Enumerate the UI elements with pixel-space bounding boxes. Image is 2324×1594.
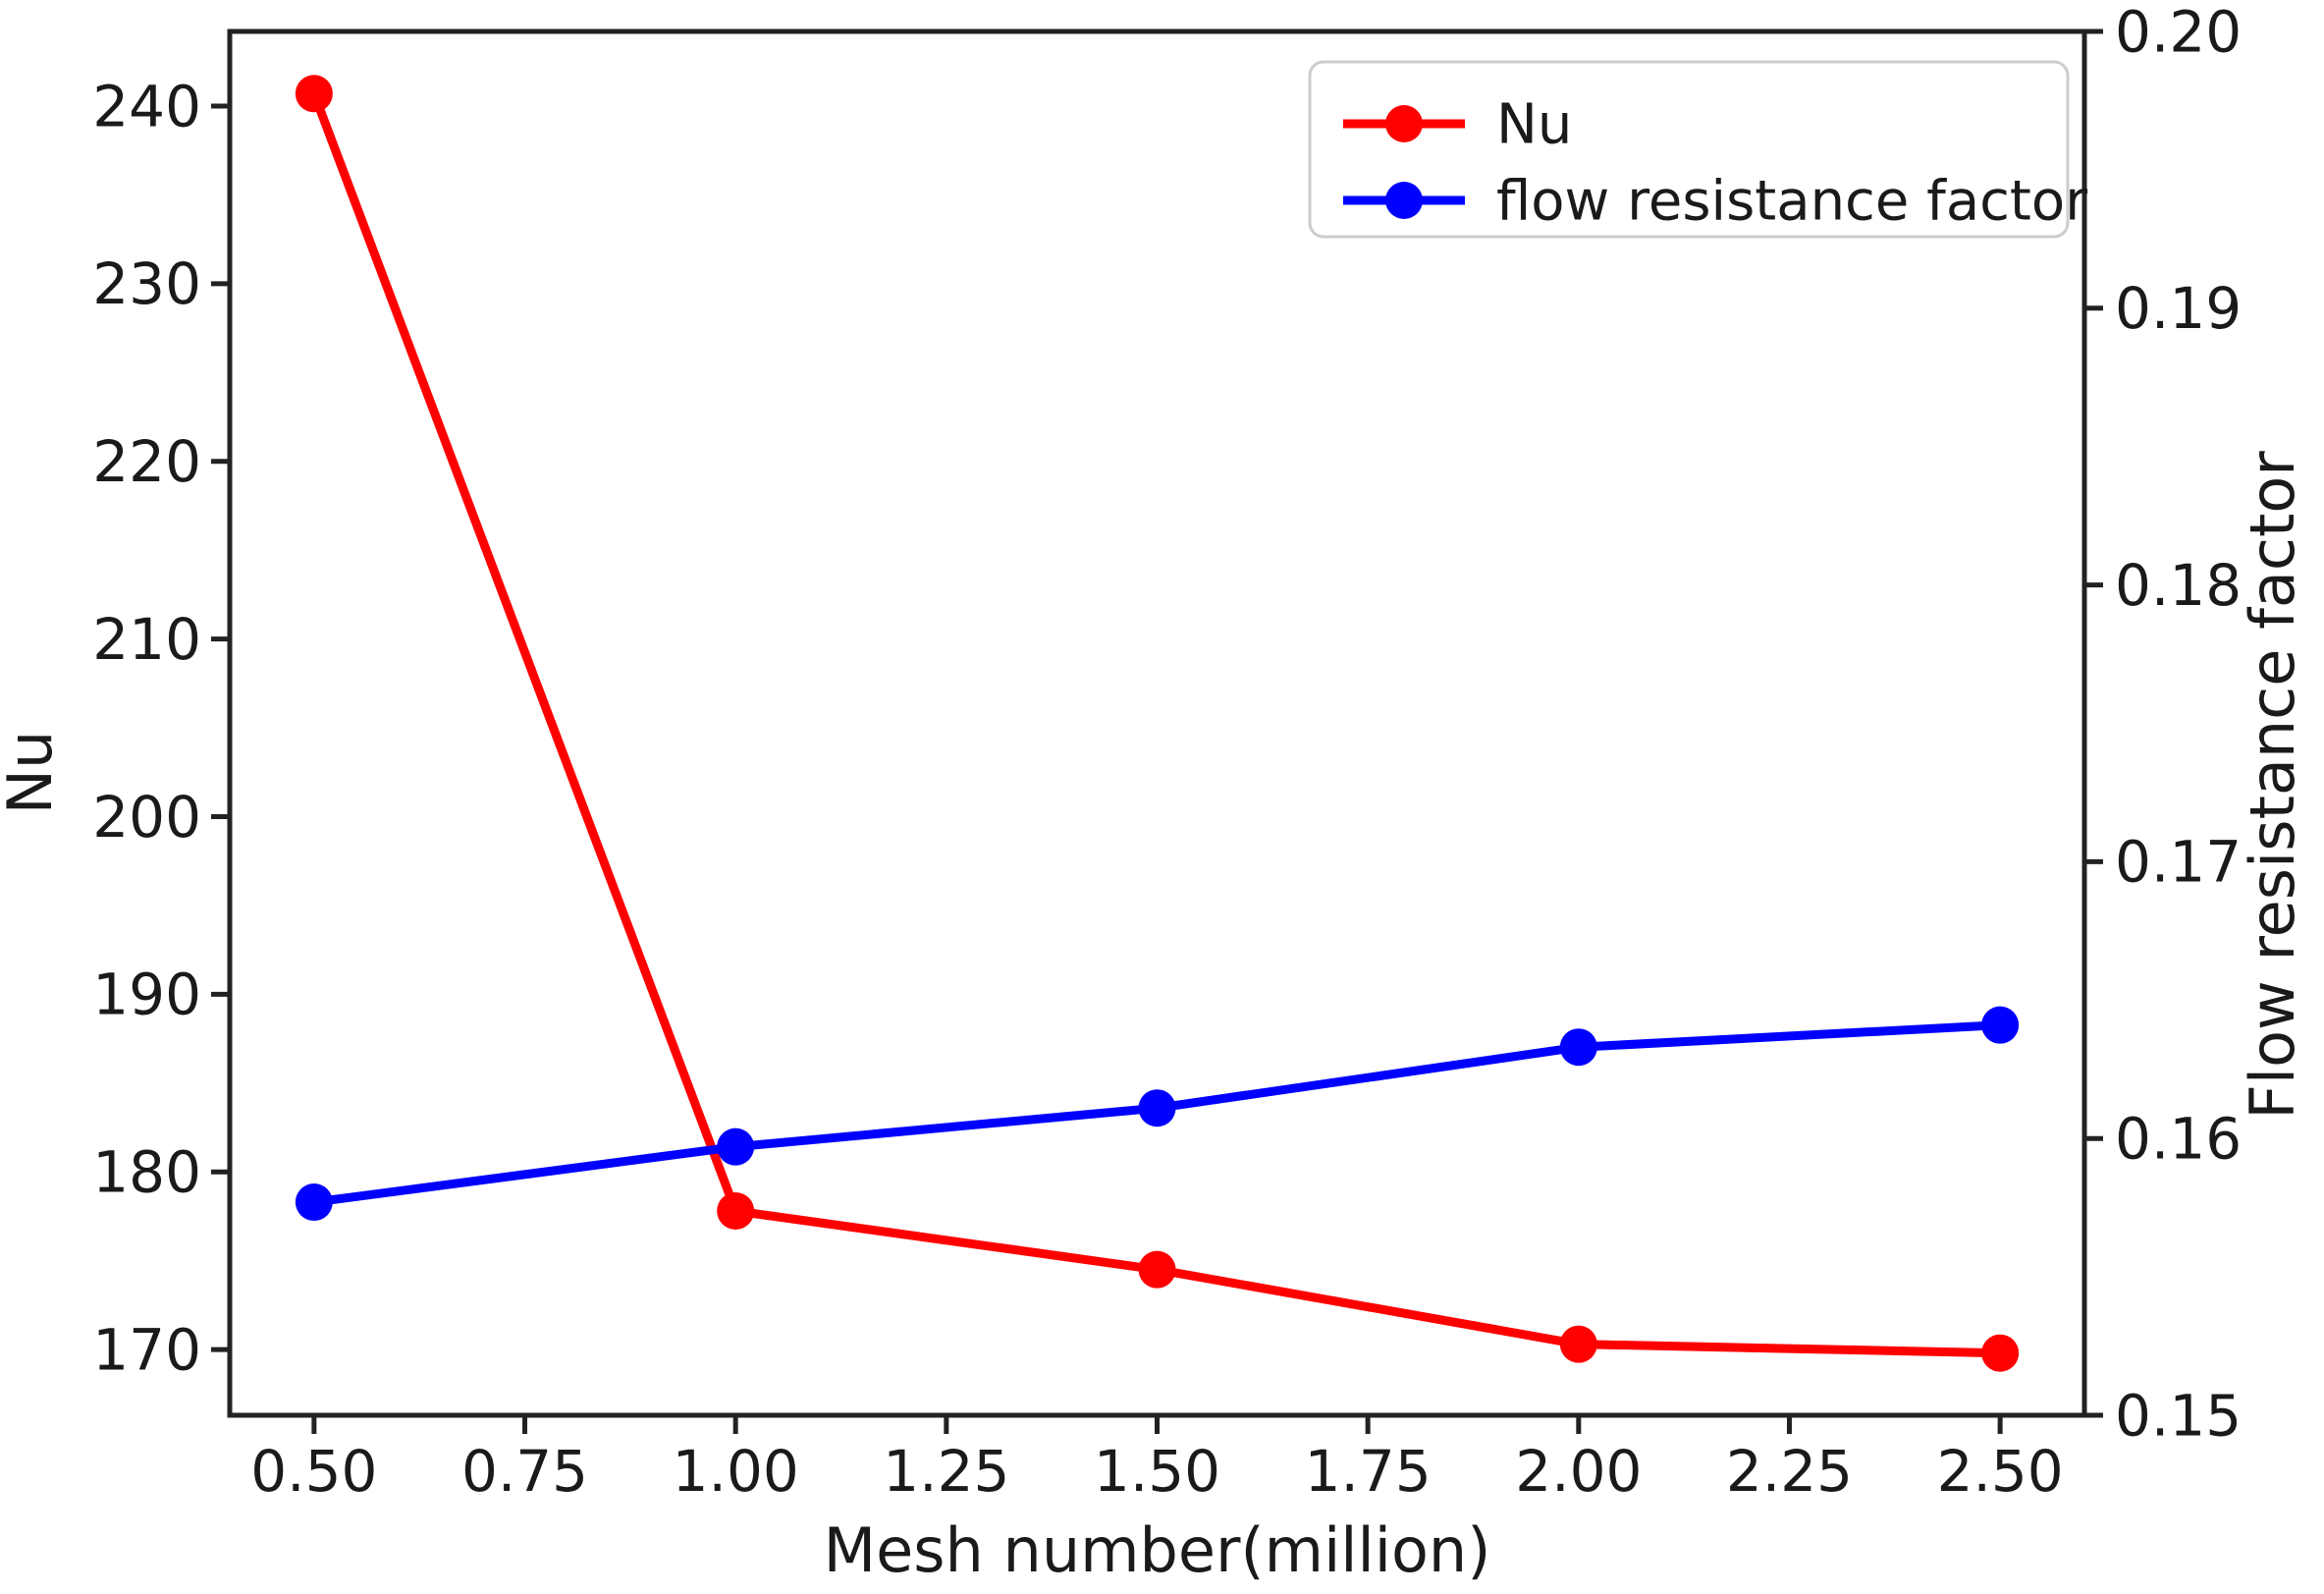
- x-tick-label: 2.50: [1937, 1438, 2064, 1505]
- x-axis-label: Mesh number(million): [824, 1514, 1491, 1586]
- x-tick-label: 1.25: [883, 1438, 1009, 1505]
- data-point-marker: [717, 1191, 755, 1230]
- data-point-marker: [295, 75, 333, 113]
- y-right-tick-label: 0.19: [2115, 275, 2242, 342]
- data-point-marker: [1559, 1028, 1597, 1067]
- series-flow-resistance-factor: [295, 1006, 2020, 1222]
- y-right-tick-label: 0.15: [2115, 1382, 2242, 1449]
- series-Nu: [295, 75, 2020, 1372]
- legend-box: [1308, 60, 2070, 239]
- y-left-tick-label: 190: [92, 962, 201, 1028]
- y-left-tick-label: 180: [92, 1139, 201, 1206]
- data-point-marker: [1559, 1325, 1597, 1363]
- y-left-tick-label: 220: [92, 428, 201, 495]
- x-tick-label: 1.50: [1094, 1438, 1220, 1505]
- y-left-tick-label: 230: [92, 250, 201, 317]
- y-axis-left: 170 180 190 200 210 220 230 240: [92, 73, 230, 1383]
- legend-entry: Nu: [1343, 93, 1572, 157]
- y-right-tick-label: 0.17: [2115, 829, 2242, 896]
- y-right-tick-label: 0.20: [2115, 0, 2242, 65]
- x-tick-label: 0.75: [461, 1438, 588, 1505]
- legend-sample-marker: [1385, 105, 1423, 142]
- data-point-marker: [1138, 1089, 1176, 1127]
- legend-sample-marker: [1385, 182, 1423, 219]
- y-right-tick-label: 0.18: [2115, 552, 2242, 619]
- legend-label: flow resistance factor: [1496, 170, 2088, 234]
- y-left-tick-label: 170: [92, 1316, 201, 1383]
- y-axis-right-label: Flow resistance factor: [2237, 451, 2308, 1120]
- x-tick-label: 2.00: [1515, 1438, 1642, 1505]
- y-axis-right: 0.15 0.16 0.17 0.18 0.19 0.20: [2084, 0, 2242, 1449]
- y-left-tick-label: 200: [92, 784, 201, 851]
- x-axis: 0.50 0.75 1.00 1.25 1.50 1.75 2.00 2.25 2.50: [250, 1415, 2064, 1505]
- x-tick-label: 1.75: [1305, 1438, 1432, 1505]
- x-tick-label: 0.50: [250, 1438, 377, 1505]
- y-left-tick-label: 240: [92, 73, 201, 139]
- legend-entry: flow resistance factor: [1343, 170, 2088, 234]
- x-tick-label: 2.25: [1726, 1438, 1853, 1505]
- y-axis-left-label: Nu: [0, 731, 66, 815]
- y-left-tick-label: 210: [92, 606, 201, 673]
- data-point-marker: [295, 1183, 333, 1222]
- legend: Nu flow resistance factor: [1308, 60, 2088, 239]
- data-point-marker: [717, 1127, 755, 1166]
- data-point-marker: [1138, 1250, 1176, 1289]
- x-tick-label: 1.00: [673, 1438, 799, 1505]
- y-right-tick-label: 0.16: [2115, 1106, 2242, 1173]
- data-point-marker: [1981, 1006, 2020, 1044]
- data-point-marker: [1981, 1334, 2020, 1372]
- legend-label: Nu: [1496, 93, 1572, 157]
